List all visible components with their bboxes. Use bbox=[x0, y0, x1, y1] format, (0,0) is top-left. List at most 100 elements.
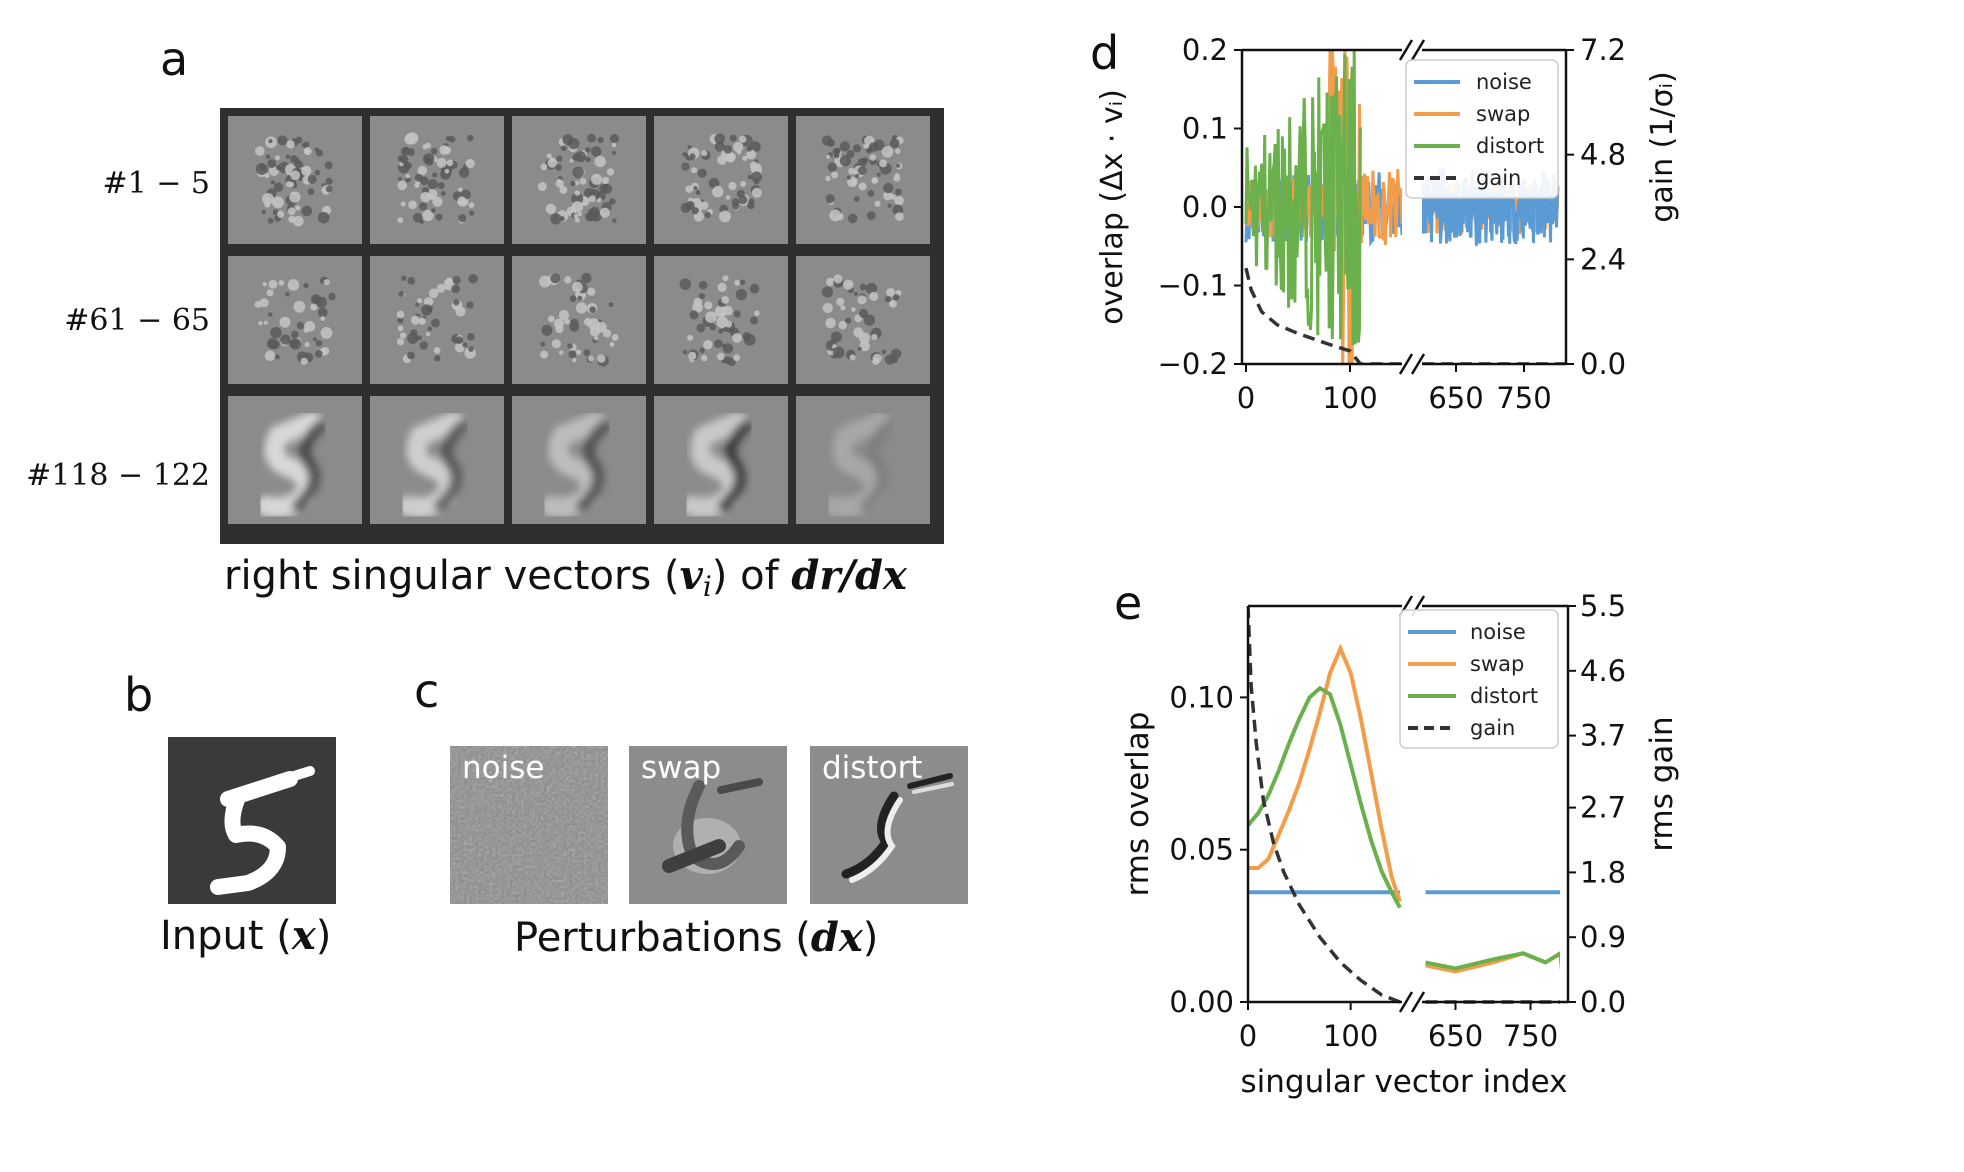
chart-e: 0.00 0.05 0.10 0.0 0.9 1.8 2.7 3.7 4.6 5.5 0 100 650… bbox=[1120, 589, 1680, 1100]
d-legend-box bbox=[1405, 59, 1559, 199]
perturbation-label-distort: distort bbox=[822, 750, 923, 786]
e-break-mark-3 bbox=[1410, 991, 1426, 1013]
panel-a-caption-expr: dr/dx bbox=[791, 552, 907, 599]
vector-tile-r2-c3 bbox=[512, 256, 646, 384]
vector-tile-r1-c5 bbox=[796, 116, 930, 244]
vector-tile-r2-c2 bbox=[370, 256, 504, 384]
vector-tile-r3-c1 bbox=[228, 396, 362, 524]
d-ytick-label-4: 0.2 bbox=[1182, 33, 1228, 67]
singular-vector-grid-svg bbox=[228, 116, 930, 524]
row-label-2: #61 − 65 bbox=[64, 303, 210, 338]
perturbation-swap-svg bbox=[629, 746, 787, 904]
e-ylabel-right: rms gain bbox=[1644, 716, 1680, 851]
perturbation-swap: swap bbox=[629, 746, 787, 904]
d-ytick-label-2: 0.0 bbox=[1182, 190, 1228, 224]
chart-d-segment-1 bbox=[1244, 50, 1402, 364]
vector-tile-r1-c2 bbox=[370, 116, 504, 244]
vector-tile-r3-c3 bbox=[512, 396, 646, 524]
e-ytick-label-1: 0.05 bbox=[1169, 833, 1234, 867]
d-line-distort-seg1 bbox=[1244, 50, 1362, 346]
e-legend: noise swap distort gain bbox=[1399, 609, 1559, 749]
panel-letter-e: e bbox=[1114, 576, 1143, 630]
panel-a-caption-mid: ) of bbox=[711, 553, 792, 599]
d-break-mark-2 bbox=[1398, 353, 1414, 375]
panel-b-caption: Input (x) bbox=[160, 912, 331, 959]
vector-tile-r3-c5 bbox=[796, 396, 930, 524]
panel-letter-c: c bbox=[414, 664, 440, 718]
vector-tile-r2-c1 bbox=[228, 256, 362, 384]
e-legend-label-swap: swap bbox=[1470, 652, 1524, 676]
panel-b-caption-var: x bbox=[291, 912, 316, 959]
e-legend-label-noise: noise bbox=[1470, 620, 1526, 644]
e-ytick-right-label-1: 0.9 bbox=[1580, 920, 1626, 954]
e-xtick-label-3: 750 bbox=[1503, 1019, 1558, 1053]
d-break-mark-3 bbox=[1410, 353, 1426, 375]
d-legend-label-noise: noise bbox=[1476, 70, 1532, 94]
e-ytick-right-label-0: 0.0 bbox=[1580, 985, 1626, 1019]
e-ytick-right-label-6: 5.5 bbox=[1580, 589, 1626, 623]
panel-c-caption-prefix: Perturbations ( bbox=[514, 915, 811, 961]
vector-tile-r1-c1 bbox=[228, 116, 362, 244]
d-ytick-right-label-1: 2.4 bbox=[1580, 242, 1626, 276]
panel-a-caption-prefix: right singular vectors ( bbox=[224, 553, 680, 599]
vector-tile-r1-c3 bbox=[512, 116, 646, 244]
e-ylabel: rms overlap bbox=[1120, 712, 1156, 897]
vector-tile-r2-c4 bbox=[654, 256, 788, 384]
panel-a-caption: right singular vectors (vi) of dr/dx bbox=[224, 552, 907, 603]
row-label-1: #1 − 5 bbox=[102, 166, 210, 201]
panel-b-caption-suffix: ) bbox=[315, 913, 332, 959]
d-ytick-label-1: −0.1 bbox=[1158, 269, 1228, 303]
vector-tile-r2-c5 bbox=[796, 256, 930, 384]
d-legend-label-distort: distort bbox=[1476, 134, 1544, 158]
singular-vector-grid bbox=[220, 108, 944, 544]
e-ytick-right-label-3: 2.7 bbox=[1580, 791, 1626, 825]
chart-d: −0.2 −0.1 0.0 0.1 0.2 0.0 2.4 4.8 7.2 0 100 650 750 o… bbox=[1095, 33, 1680, 415]
d-ytick-label-3: 0.1 bbox=[1182, 112, 1228, 146]
d-xtick-label-3: 750 bbox=[1496, 381, 1551, 415]
e-line-gain-seg1 bbox=[1248, 605, 1401, 1004]
d-break-mark-0 bbox=[1398, 39, 1414, 61]
panel-c-caption-var: dx bbox=[810, 914, 863, 961]
perturbation-label-swap: swap bbox=[641, 750, 722, 786]
panel-letter-a: a bbox=[160, 32, 189, 86]
panel-letter-d: d bbox=[1090, 26, 1120, 80]
e-ytick-right-label-4: 3.7 bbox=[1580, 719, 1626, 753]
vector-tile-r3-c2 bbox=[370, 396, 504, 524]
d-xtick-label-2: 650 bbox=[1428, 381, 1483, 415]
chart-d-segment-2 bbox=[1422, 165, 1566, 364]
perturbation-label-noise: noise bbox=[462, 750, 545, 786]
d-ytick-right-label-0: 0.0 bbox=[1580, 347, 1626, 381]
d-xtick-label-1: 100 bbox=[1322, 381, 1377, 415]
vector-tile-r1-c4 bbox=[654, 116, 788, 244]
e-ytick-label-2: 0.10 bbox=[1169, 680, 1234, 714]
d-xtick-label-0: 0 bbox=[1237, 381, 1255, 415]
d-legend: noise swap distort gain bbox=[1405, 59, 1559, 199]
perturbation-distort-svg bbox=[810, 746, 968, 904]
d-ytick-right-label-3: 7.2 bbox=[1580, 33, 1626, 67]
d-break-mark-1 bbox=[1410, 39, 1426, 61]
input-digit-svg bbox=[210, 766, 315, 895]
e-ytick-label-0: 0.00 bbox=[1169, 985, 1234, 1019]
e-legend-box bbox=[1399, 609, 1559, 749]
e-xtick-label-2: 650 bbox=[1428, 1019, 1483, 1053]
e-legend-label-distort: distort bbox=[1470, 684, 1538, 708]
panel-b-caption-prefix: Input ( bbox=[160, 913, 292, 959]
e-line-distort-seg1 bbox=[1248, 685, 1402, 909]
d-ytick-right-label-2: 4.8 bbox=[1580, 138, 1626, 172]
panel-a-caption-sub: i bbox=[702, 570, 712, 603]
vector-tile-r3-c4 bbox=[654, 396, 788, 524]
d-ylabel: overlap (Δx · vᵢ) bbox=[1095, 89, 1130, 325]
e-xtick-label-0: 0 bbox=[1239, 1019, 1257, 1053]
e-break-mark-2 bbox=[1398, 991, 1414, 1013]
perturbation-noise-svg bbox=[450, 746, 608, 904]
row-label-3: #118 − 122 bbox=[26, 458, 210, 493]
perturbation-distort: distort bbox=[810, 746, 968, 904]
e-xlabel: singular vector index bbox=[1241, 1064, 1568, 1100]
d-legend-label-swap: swap bbox=[1476, 102, 1530, 126]
panel-c-caption: Perturbations (dx) bbox=[514, 914, 878, 961]
d-ylabel-right: gain (1/σᵢ) bbox=[1645, 71, 1680, 222]
panel-a-caption-var: v bbox=[679, 552, 703, 599]
e-plot-area bbox=[1248, 605, 1560, 1004]
e-line-distort-seg2 bbox=[1425, 951, 1560, 971]
e-xtick-label-1: 100 bbox=[1323, 1019, 1378, 1053]
